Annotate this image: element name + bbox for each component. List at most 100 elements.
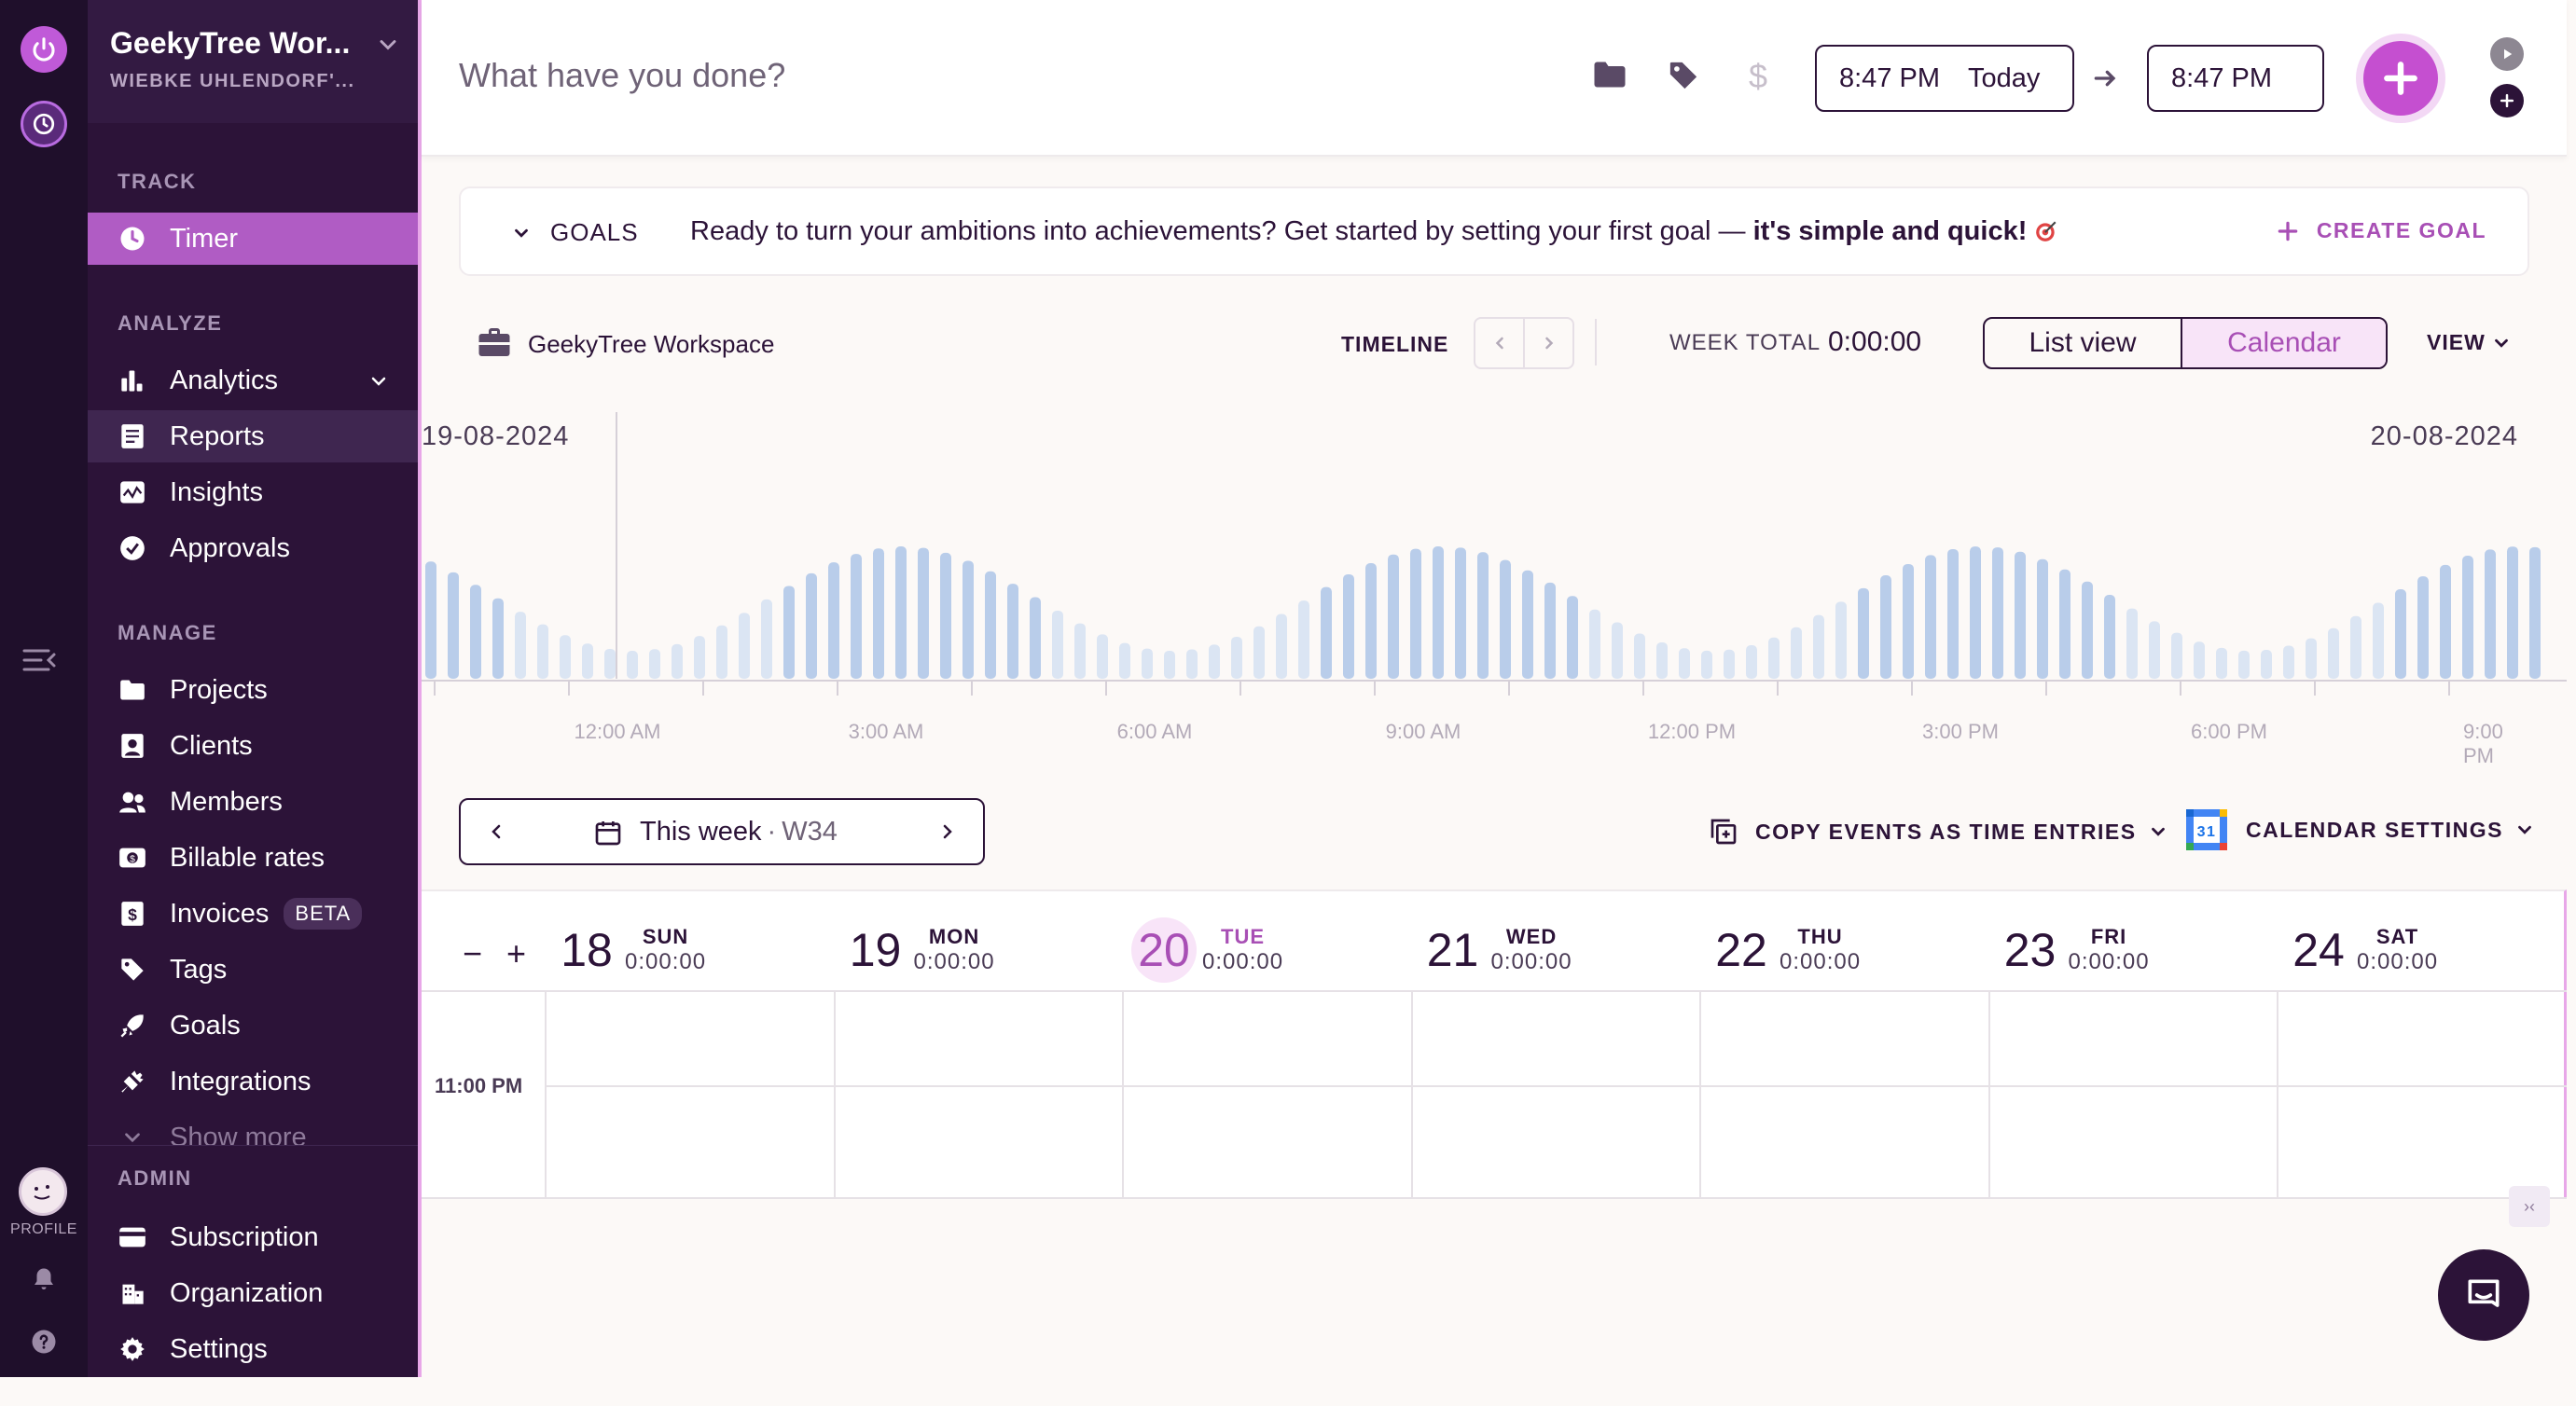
- timeline-bar: [2395, 589, 2406, 679]
- check-circle-icon: [118, 533, 147, 563]
- hour-line: [545, 1085, 2567, 1087]
- time-slot[interactable]: [2278, 992, 2564, 1083]
- timeline-bar: [2037, 558, 2048, 679]
- next-week-button[interactable]: [936, 820, 959, 843]
- day-header-mon[interactable]: 19 MON 0:00:00: [843, 917, 995, 983]
- start-time-field[interactable]: 8:47 PM Today: [1815, 45, 2074, 112]
- day-header-thu[interactable]: 22 THU 0:00:00: [1709, 917, 1861, 983]
- time-slot[interactable]: [1124, 992, 1409, 1083]
- description-input[interactable]: What have you done?: [459, 56, 786, 94]
- day-number: 18: [561, 924, 613, 976]
- workspace-switcher[interactable]: GeekyTree Wor... WIEBKE UHLENDORF'...: [88, 0, 422, 123]
- day-header-sun[interactable]: 18 SUN 0:00:00: [554, 917, 706, 983]
- time-slot[interactable]: [1124, 1087, 1409, 1195]
- time-slot[interactable]: [547, 992, 832, 1083]
- week-total-value: 0:00:00: [1828, 326, 1922, 357]
- timeline-bar: [1074, 623, 1086, 679]
- sidebar-item-invoices[interactable]: $ Invoices BETA: [88, 888, 422, 940]
- help-icon[interactable]: [30, 1328, 58, 1356]
- sidebar-item-timer[interactable]: Timer: [88, 213, 422, 265]
- sidebar-item-members[interactable]: Members: [88, 776, 422, 828]
- collapse-sidebar-icon[interactable]: [21, 643, 60, 677]
- sidebar-item-settings[interactable]: Settings: [88, 1323, 422, 1375]
- create-goal-button[interactable]: CREATE GOAL: [2276, 218, 2486, 243]
- list-view-button[interactable]: List view: [1985, 319, 2183, 367]
- day-header-wed[interactable]: 21 WED 0:00:00: [1420, 917, 1572, 983]
- sidebar-item-insights[interactable]: Insights: [88, 466, 422, 518]
- section-analyze: ANALYZE: [118, 311, 223, 335]
- timeline-bar: [1455, 547, 1466, 679]
- day-column-divider: [545, 990, 547, 1197]
- sidebar-item-goals[interactable]: Goals: [88, 999, 422, 1052]
- report-icon: [118, 421, 147, 451]
- zoom-in-button[interactable]: +: [506, 934, 527, 972]
- timeline-bar: [2059, 569, 2070, 679]
- start-timer-mode-icon[interactable]: [2490, 37, 2524, 71]
- calendar-settings-button[interactable]: 31 CALENDAR SETTINGS: [2184, 807, 2535, 852]
- manual-mode-icon[interactable]: [2490, 84, 2524, 117]
- timeline-next-button[interactable]: [1525, 319, 1572, 367]
- timeline-bar: [1746, 644, 1757, 679]
- time-slot[interactable]: [836, 1087, 1121, 1195]
- divider: [1595, 319, 1597, 365]
- week-label: This week: [640, 817, 762, 847]
- invoice-icon: $: [118, 899, 147, 929]
- timeline-bar: [1321, 586, 1332, 679]
- sidebar-item-billable-rates[interactable]: $ Billable rates: [88, 832, 422, 884]
- sidebar-item-organization[interactable]: Organization: [88, 1267, 422, 1319]
- sidebar-item-subscription[interactable]: Subscription: [88, 1211, 422, 1263]
- timeline-bar: [1880, 575, 1891, 679]
- sidebar-item-projects[interactable]: Projects: [88, 664, 422, 716]
- day-column-divider: [1987, 990, 1990, 1197]
- timer-clock-icon[interactable]: [21, 101, 67, 147]
- week-separator: ·: [767, 817, 777, 847]
- chevron-right-icon: [943, 824, 952, 839]
- day-header-tue[interactable]: 20 TUE 0:00:00: [1131, 917, 1283, 983]
- timeline-bar: [425, 561, 436, 679]
- view-dropdown[interactable]: VIEW: [2427, 330, 2512, 355]
- chat-support-button[interactable]: [2438, 1249, 2529, 1341]
- bell-icon[interactable]: [30, 1266, 58, 1294]
- tag-icon[interactable]: [1668, 60, 1705, 97]
- time-slot[interactable]: [1413, 992, 1698, 1083]
- sidebar-item-integrations[interactable]: Integrations: [88, 1055, 422, 1108]
- previous-week-button[interactable]: [485, 820, 507, 843]
- day-header-fri[interactable]: 23 FRI 0:00:00: [1998, 917, 2150, 983]
- copy-events-button[interactable]: COPY EVENTS AS TIME ENTRIES: [1709, 817, 2168, 847]
- time-slot[interactable]: [1701, 1087, 1987, 1195]
- end-time-field[interactable]: 8:47 PM: [2147, 45, 2324, 112]
- time-slot[interactable]: [1413, 1087, 1698, 1195]
- time-slot[interactable]: [1701, 992, 1987, 1083]
- timeline-bar: [2373, 602, 2384, 679]
- sidebar-item-tags[interactable]: Tags: [88, 944, 422, 996]
- calendar-view-button[interactable]: Calendar: [2182, 319, 2386, 367]
- profile-avatar[interactable]: [19, 1167, 67, 1216]
- timeline-bar: [1612, 622, 1623, 679]
- sidebar-item-analytics[interactable]: Analytics: [88, 354, 422, 407]
- day-meta: WED 0:00:00: [1491, 925, 1572, 975]
- time-slot[interactable]: [2278, 1087, 2564, 1195]
- sidebar-item-clients[interactable]: Clients: [88, 720, 422, 772]
- sidebar-item-reports[interactable]: Reports: [88, 410, 422, 462]
- add-entry-button[interactable]: [2363, 41, 2438, 116]
- timeline-bar: [1522, 570, 1533, 679]
- time-slot[interactable]: [1990, 992, 2276, 1083]
- bar-chart-icon: [118, 365, 147, 395]
- power-icon[interactable]: [21, 26, 67, 73]
- expand-icon[interactable]: ›‹: [2509, 1186, 2550, 1227]
- folder-icon[interactable]: [1593, 60, 1630, 97]
- time-slot[interactable]: [547, 1087, 832, 1195]
- day-header-sat[interactable]: 24 SAT 0:00:00: [2286, 917, 2438, 983]
- clock-icon: [118, 224, 147, 254]
- zoom-out-button[interactable]: −: [463, 934, 483, 972]
- time-slot[interactable]: [836, 992, 1121, 1083]
- time-slot[interactable]: [1990, 1087, 2276, 1195]
- dollar-icon[interactable]: $: [1744, 57, 1781, 97]
- sidebar-item-approvals[interactable]: Approvals: [88, 522, 422, 574]
- timeline-tick-label: 9:00 PM: [2463, 720, 2503, 767]
- week-picker[interactable]: This week · W34: [593, 817, 838, 848]
- copy-icon: [1710, 819, 1737, 845]
- timeline-prev-button[interactable]: [1475, 319, 1525, 367]
- goals-toggle[interactable]: GOALS: [511, 218, 639, 247]
- chevron-left-icon: [1495, 337, 1503, 350]
